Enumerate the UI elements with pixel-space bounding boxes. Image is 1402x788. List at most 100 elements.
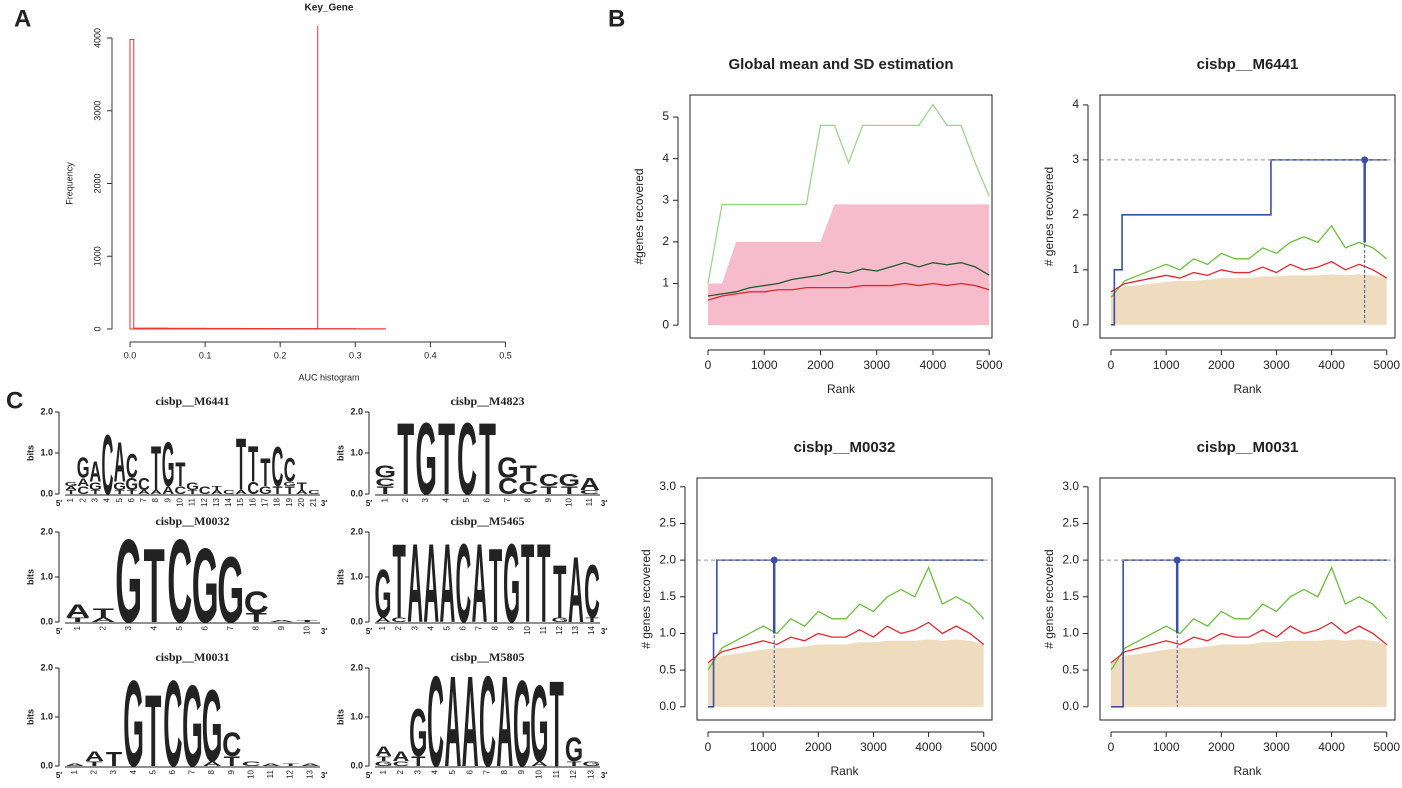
- logo-letter: A: [375, 617, 391, 624]
- x-axis-label: Rank: [1233, 382, 1262, 396]
- logo-letter: A: [301, 763, 321, 767]
- logo-letter: A: [89, 456, 101, 488]
- x-tick-label: 0: [1108, 740, 1115, 754]
- logo-letter: A: [203, 760, 222, 768]
- logo-letter: G: [65, 481, 78, 487]
- five-prime: 5′: [56, 771, 62, 780]
- y-tick-label: 4: [1072, 97, 1079, 111]
- logo-letter: G: [559, 470, 581, 489]
- five-prime: 5′: [56, 499, 62, 508]
- logo-letter: T: [392, 523, 405, 641]
- logo-letter: A: [444, 649, 461, 788]
- y-tick-label: 0.0: [659, 699, 676, 713]
- plot-frame: [1099, 94, 1396, 339]
- position-label: 7: [188, 769, 197, 774]
- position-label: 7: [483, 769, 492, 774]
- position-label: 4: [103, 497, 112, 502]
- logo-letter: T: [246, 610, 267, 624]
- logo-letter: G: [186, 480, 199, 493]
- series-line: [707, 565, 985, 671]
- logo-letter: C: [199, 484, 211, 497]
- series-line: [707, 621, 985, 664]
- rank-marker: [770, 556, 778, 564]
- logo-letter: A: [77, 476, 89, 489]
- x-tick-label: 5000: [976, 358, 1003, 372]
- position-label: 2: [78, 497, 87, 502]
- bar: [167, 327, 206, 330]
- y-tick-label: 3: [662, 192, 669, 206]
- position-label: 9: [227, 769, 236, 774]
- y-tick-label: 2.0: [350, 662, 363, 672]
- position-label: 3: [109, 769, 118, 774]
- position-label: 12: [286, 769, 295, 778]
- logo-letter: A: [261, 763, 281, 767]
- position-label: 5: [115, 497, 124, 502]
- x-tick-label: 1000: [751, 358, 778, 372]
- position-label: 3: [421, 497, 430, 502]
- logo-title: cisbp__M4823: [450, 394, 524, 408]
- x-tick-label: 3000: [1263, 740, 1290, 754]
- y-axis-label: bits: [335, 445, 345, 461]
- three-prime: 3′: [601, 627, 607, 636]
- x-tick-label: 3000: [860, 740, 887, 754]
- y-tick-label: 0: [662, 317, 669, 331]
- logo-letter: G: [415, 401, 437, 516]
- position-label: 13: [212, 497, 221, 506]
- position-label: 7: [475, 625, 484, 630]
- x-axis-label: Rank: [830, 764, 859, 778]
- position-label: 17: [260, 497, 269, 506]
- logo-letter: T: [248, 437, 258, 494]
- logo-letter: C: [102, 418, 114, 514]
- y-tick-label: 4: [662, 151, 669, 165]
- y-tick-label: 0.0: [40, 488, 53, 498]
- y-tick-label: 0.0: [40, 760, 53, 770]
- position-label: 1: [66, 497, 75, 502]
- position-label: 2: [90, 769, 99, 774]
- position-label: 5: [175, 625, 184, 630]
- position-label: 10: [302, 625, 311, 634]
- chart-title: cisbp__M6441: [1197, 56, 1299, 73]
- position-label: 21: [309, 497, 318, 506]
- logo-letter: T: [489, 528, 502, 646]
- y-tick-label: 0: [1072, 317, 1079, 331]
- y-tick-label: 0.0: [350, 488, 363, 498]
- y-tick-label: 0: [92, 326, 102, 331]
- logo-letter: C: [77, 484, 89, 497]
- logo-letter: T: [438, 401, 455, 516]
- logo-letter: T: [106, 749, 123, 771]
- position-label: 18: [273, 497, 282, 506]
- logo-letter: T: [540, 484, 557, 496]
- position-label: 11: [539, 625, 548, 634]
- position-label: 12: [569, 769, 578, 778]
- logo-letter: C: [308, 489, 320, 495]
- panel-label: A: [14, 5, 31, 32]
- logo-letter: A: [269, 619, 294, 622]
- position-label: 7: [226, 625, 235, 630]
- logo-title: cisbp__M5805: [450, 650, 524, 664]
- area: [708, 639, 984, 707]
- x-tick-label: 4000: [1318, 740, 1345, 754]
- logo-letter: G: [77, 452, 90, 484]
- x-tick-label: 0.0: [124, 350, 137, 360]
- series-line: [1110, 224, 1388, 298]
- logo-letter: T: [377, 484, 394, 496]
- position-label: 4: [149, 625, 158, 630]
- y-tick-label: 1.0: [40, 711, 53, 721]
- y-tick-label: 0.0: [350, 760, 363, 770]
- x-tick-label: 4000: [920, 358, 947, 372]
- x-axis-label: Rank: [827, 382, 856, 396]
- x-tick-label: 5000: [1373, 740, 1400, 754]
- y-tick-label: 1.0: [659, 626, 676, 640]
- y-tick-label: 1000: [92, 246, 102, 266]
- logo-letter: C: [584, 550, 600, 634]
- y-axis-label: # genes recovered: [1042, 549, 1056, 648]
- position-label: 5: [448, 769, 457, 774]
- y-tick-label: 1.0: [350, 447, 363, 457]
- position-label: 3: [413, 769, 422, 774]
- logo-letter: C: [479, 649, 496, 788]
- logo-letter: A: [235, 489, 247, 495]
- y-tick-label: 3: [1072, 152, 1079, 166]
- logo-letter: T: [537, 522, 550, 647]
- y-tick-label: 1.0: [350, 571, 363, 581]
- position-label: 3: [124, 625, 133, 630]
